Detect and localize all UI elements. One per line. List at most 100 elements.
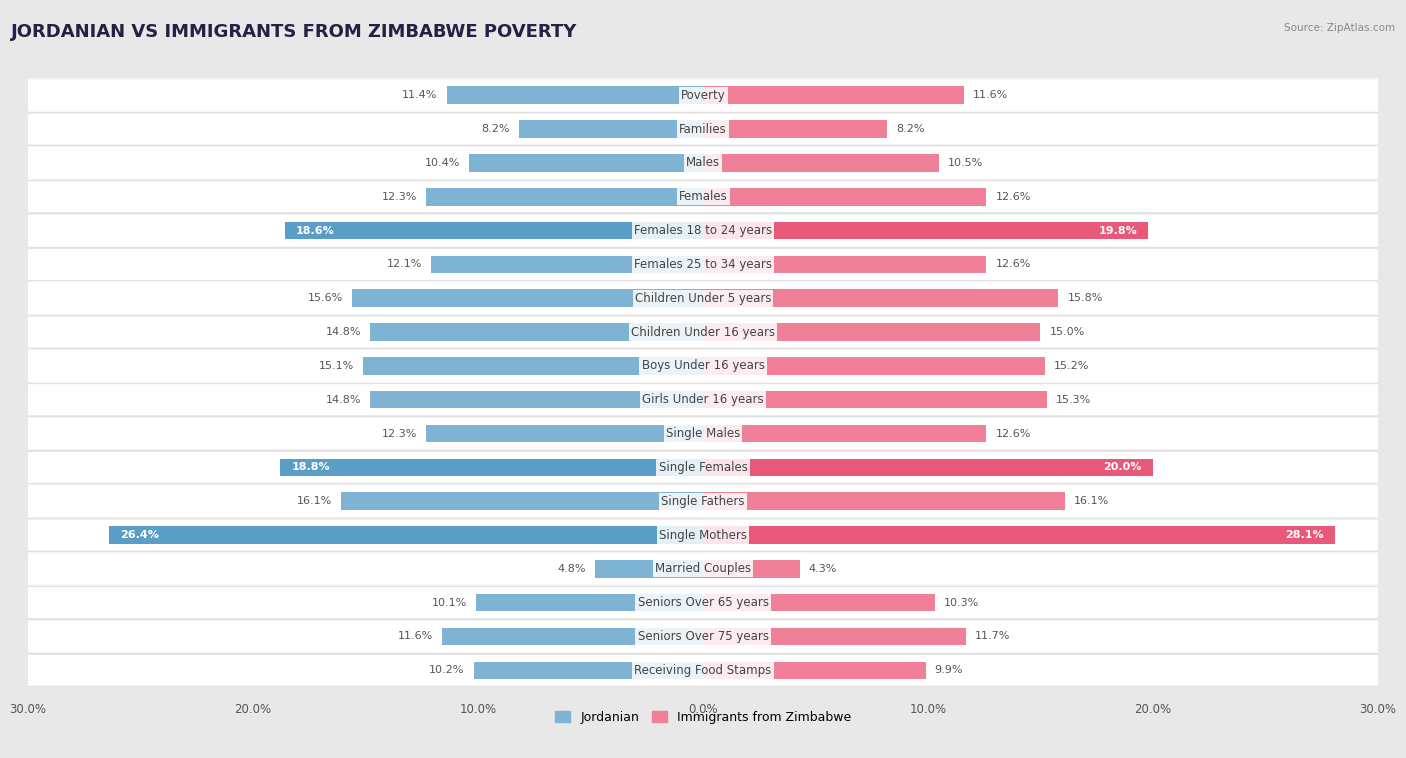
Text: Males: Males <box>686 156 720 170</box>
FancyBboxPatch shape <box>25 114 1381 145</box>
Text: 15.1%: 15.1% <box>319 361 354 371</box>
Text: Single Males: Single Males <box>666 427 740 440</box>
Bar <box>703 154 939 172</box>
Text: Receiving Food Stamps: Receiving Food Stamps <box>634 664 772 677</box>
Text: 12.3%: 12.3% <box>382 192 418 202</box>
Text: 15.3%: 15.3% <box>1056 395 1091 405</box>
Text: Children Under 5 years: Children Under 5 years <box>634 292 772 305</box>
Bar <box>475 594 703 612</box>
Bar <box>0 112 1406 146</box>
Text: 28.1%: 28.1% <box>1285 530 1324 540</box>
Bar <box>0 484 1406 518</box>
Bar <box>595 560 703 578</box>
Legend: Jordanian, Immigrants from Zimbabwe: Jordanian, Immigrants from Zimbabwe <box>550 706 856 729</box>
Text: 10.2%: 10.2% <box>429 666 464 675</box>
Text: 11.6%: 11.6% <box>398 631 433 641</box>
Bar <box>426 424 703 443</box>
FancyBboxPatch shape <box>25 553 1381 584</box>
Text: 14.8%: 14.8% <box>326 395 361 405</box>
Bar <box>703 424 987 443</box>
Bar <box>703 357 1045 374</box>
Text: Seniors Over 75 years: Seniors Over 75 years <box>637 630 769 643</box>
Text: Girls Under 16 years: Girls Under 16 years <box>643 393 763 406</box>
Bar <box>703 662 925 679</box>
Text: Seniors Over 65 years: Seniors Over 65 years <box>637 596 769 609</box>
Text: 4.3%: 4.3% <box>808 564 837 574</box>
Bar <box>703 323 1040 341</box>
Text: Single Fathers: Single Fathers <box>661 495 745 508</box>
Bar <box>110 526 703 543</box>
Bar <box>703 628 966 645</box>
Bar <box>0 78 1406 112</box>
Text: 9.9%: 9.9% <box>935 666 963 675</box>
Bar <box>703 255 987 273</box>
Bar <box>0 180 1406 214</box>
FancyBboxPatch shape <box>25 249 1381 280</box>
Bar <box>474 662 703 679</box>
Text: 18.6%: 18.6% <box>295 226 335 236</box>
Bar <box>0 248 1406 281</box>
Bar <box>280 459 703 476</box>
Bar <box>370 391 703 409</box>
Bar <box>703 222 1149 240</box>
Bar <box>703 290 1059 307</box>
Bar <box>441 628 703 645</box>
Bar <box>352 290 703 307</box>
FancyBboxPatch shape <box>25 519 1381 550</box>
Bar <box>0 281 1406 315</box>
Bar <box>703 391 1047 409</box>
Bar <box>703 594 935 612</box>
Text: 12.3%: 12.3% <box>382 428 418 439</box>
Text: 11.6%: 11.6% <box>973 90 1008 100</box>
Bar <box>0 552 1406 586</box>
Bar <box>0 383 1406 417</box>
Text: 15.8%: 15.8% <box>1067 293 1102 303</box>
Bar <box>284 222 703 240</box>
Text: 15.0%: 15.0% <box>1049 327 1084 337</box>
Bar <box>0 417 1406 450</box>
Text: 20.0%: 20.0% <box>1104 462 1142 472</box>
Text: 10.5%: 10.5% <box>948 158 983 168</box>
Bar <box>0 349 1406 383</box>
Text: 10.3%: 10.3% <box>943 597 979 608</box>
Text: Married Couples: Married Couples <box>655 562 751 575</box>
Bar <box>0 586 1406 619</box>
Text: 8.2%: 8.2% <box>481 124 509 134</box>
Bar <box>340 493 703 510</box>
Text: 12.6%: 12.6% <box>995 192 1031 202</box>
Bar <box>0 315 1406 349</box>
Text: Poverty: Poverty <box>681 89 725 102</box>
FancyBboxPatch shape <box>25 655 1381 686</box>
Text: 11.7%: 11.7% <box>976 631 1011 641</box>
FancyBboxPatch shape <box>25 418 1381 449</box>
Bar <box>519 121 703 138</box>
Bar <box>703 86 965 104</box>
Text: Families: Families <box>679 123 727 136</box>
FancyBboxPatch shape <box>25 452 1381 483</box>
Bar <box>0 450 1406 484</box>
FancyBboxPatch shape <box>25 384 1381 415</box>
Bar <box>426 188 703 205</box>
Bar <box>703 459 1153 476</box>
Bar <box>0 214 1406 248</box>
Text: 18.8%: 18.8% <box>291 462 330 472</box>
Text: Children Under 16 years: Children Under 16 years <box>631 325 775 339</box>
Text: 10.1%: 10.1% <box>432 597 467 608</box>
Bar <box>363 357 703 374</box>
Text: 26.4%: 26.4% <box>121 530 159 540</box>
Text: Single Females: Single Females <box>658 461 748 474</box>
Text: 10.4%: 10.4% <box>425 158 460 168</box>
Text: 11.4%: 11.4% <box>402 90 437 100</box>
Text: 15.6%: 15.6% <box>308 293 343 303</box>
Text: 8.2%: 8.2% <box>897 124 925 134</box>
Text: 15.2%: 15.2% <box>1054 361 1090 371</box>
Bar <box>703 560 800 578</box>
FancyBboxPatch shape <box>25 80 1381 111</box>
Bar <box>703 188 987 205</box>
Text: JORDANIAN VS IMMIGRANTS FROM ZIMBABWE POVERTY: JORDANIAN VS IMMIGRANTS FROM ZIMBABWE PO… <box>11 23 578 41</box>
Text: Boys Under 16 years: Boys Under 16 years <box>641 359 765 372</box>
Bar <box>430 255 703 273</box>
Text: 16.1%: 16.1% <box>1074 496 1109 506</box>
Text: 12.6%: 12.6% <box>995 259 1031 269</box>
FancyBboxPatch shape <box>25 181 1381 212</box>
